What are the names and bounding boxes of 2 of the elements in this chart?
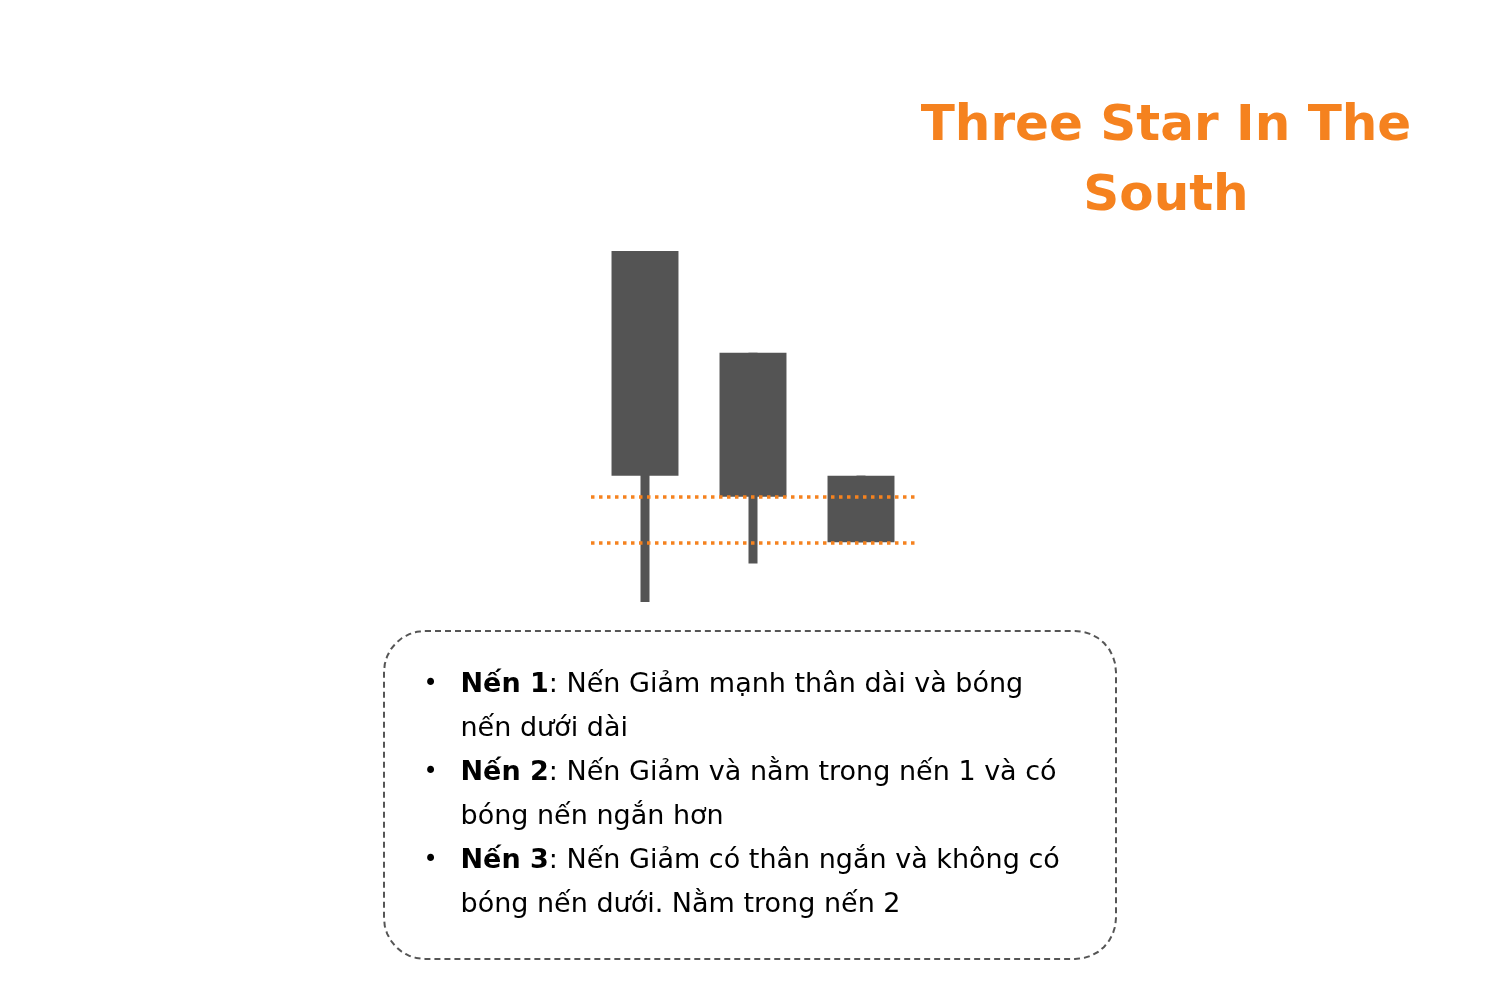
dashed-note-box: • Nến 1: Nến Giảm mạnh thân dài và bóng nến dưới dài • Nến 2: Nến Giảm và nằm trong nến 1 và có bóng nến ngắn hơn • Nến 3: Nến Giảm có thân ngắn và không có bóng nến dưới. Nằm trong nến 2 [383,630,1117,960]
text: Three Star In The South [919,93,1413,224]
